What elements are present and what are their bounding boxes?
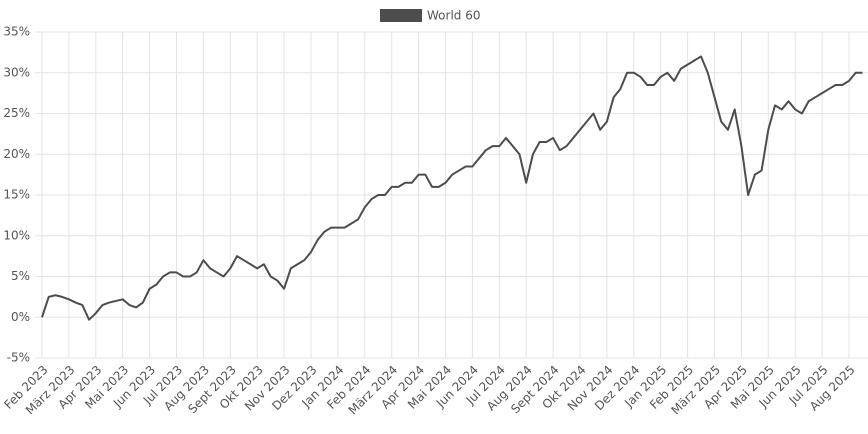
y-tick-label: 15% [3, 188, 30, 202]
y-tick-label: 0% [11, 310, 30, 324]
legend-swatch [380, 9, 422, 22]
y-tick-label: -5% [7, 351, 30, 365]
legend-label: World 60 [427, 9, 480, 23]
data-line [41, 55, 863, 321]
y-tick-label: 5% [11, 269, 30, 283]
y-tick-label: 10% [3, 228, 30, 242]
y-tick-label: 30% [3, 65, 30, 79]
y-tick-label: 25% [3, 106, 30, 120]
y-tick-label: 20% [3, 147, 30, 161]
y-tick-label: 35% [3, 25, 30, 39]
